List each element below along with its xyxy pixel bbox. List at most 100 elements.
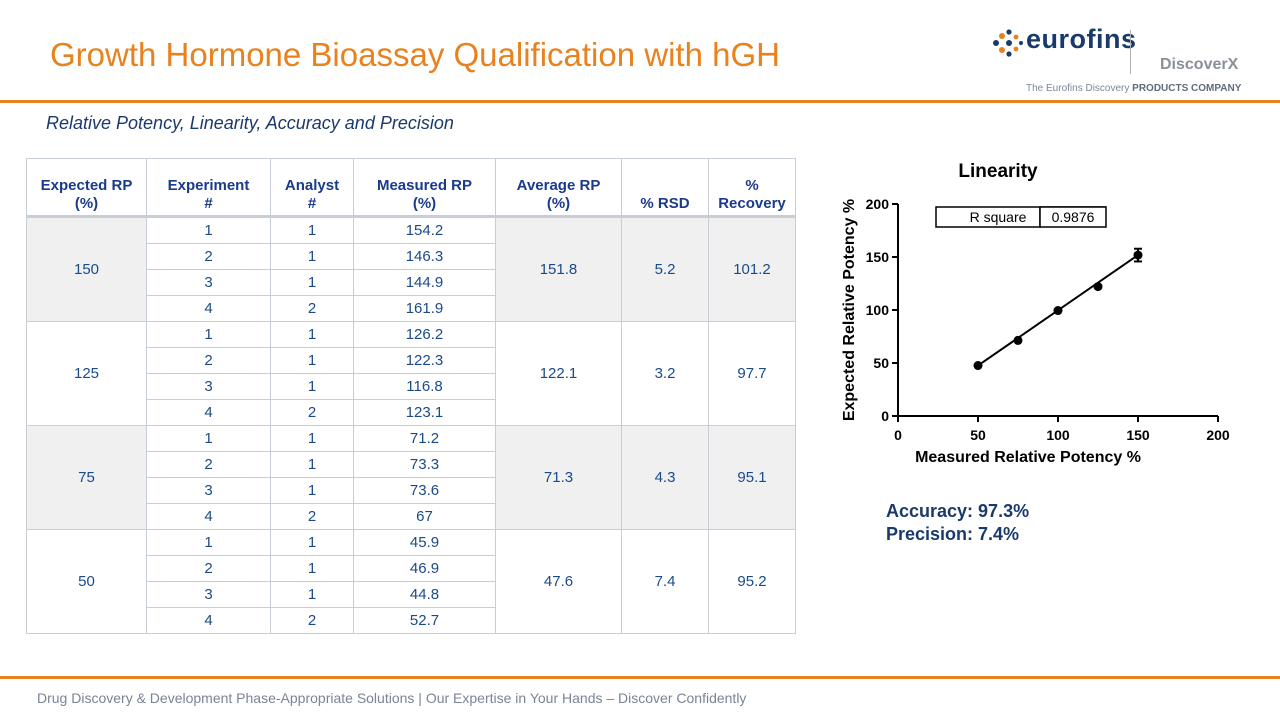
cell-recovery: 95.1 — [708, 425, 796, 530]
table-row: 50 1 1 45.9 47.6 7.4 95.2 — [26, 529, 796, 634]
header-average-rp: Average RP (%) — [495, 158, 622, 218]
cell-measured-rp: 154.2 — [353, 216, 496, 244]
header-analyst: Analyst # — [270, 158, 354, 218]
table-row: 150 1 1 154.2 151.8 5.2 101.2 — [26, 216, 796, 322]
cell-experiment: 2 — [146, 347, 271, 374]
cell-measured-rp: 73.6 — [353, 477, 496, 504]
cell-experiment: 2 — [146, 555, 271, 582]
x-tick-label: 150 — [1126, 427, 1150, 443]
cell-analyst: 1 — [270, 321, 354, 348]
cell-experiment: 1 — [146, 321, 271, 348]
cell-analyst: 2 — [270, 607, 354, 634]
stats-block: Accuracy: 97.3% Precision: 7.4% — [886, 500, 1029, 546]
chart-title: Linearity — [958, 161, 1038, 182]
cell-rsd: 5.2 — [621, 216, 709, 322]
cell-average-rp: 71.3 — [495, 425, 622, 530]
header-rule — [0, 100, 1280, 103]
linearity-chart: Linearity 0 50 100 150 200 0 50 100 150 200 Measure… — [841, 161, 1230, 466]
cell-experiment: 3 — [146, 373, 271, 400]
eurofins-dots-icon — [993, 29, 1023, 57]
cell-analyst: 1 — [270, 555, 354, 582]
header-expected-rp: Expected RP (%) — [26, 158, 147, 218]
page-title: Growth Hormone Bioassay Qualification wi… — [50, 36, 780, 73]
cell-average-rp: 151.8 — [495, 216, 622, 322]
cell-measured-rp: 45.9 — [353, 529, 496, 556]
cell-rsd: 4.3 — [621, 425, 709, 530]
cell-measured-rp: 71.2 — [353, 425, 496, 452]
precision-stat: Precision: 7.4% — [886, 524, 1020, 544]
cell-average-rp: 47.6 — [495, 529, 622, 634]
cell-experiment: 1 — [146, 425, 271, 452]
r-square-value-box — [1039, 206, 1107, 228]
table-row: 3 1 73.6 — [27, 477, 796, 504]
cell-measured-rp: 126.2 — [353, 321, 496, 348]
cell-experiment: 4 — [146, 503, 271, 530]
cell-measured-rp: 44.8 — [353, 581, 496, 608]
table-row: 3 1 116.8 — [27, 373, 796, 400]
cell-expected-rp: 75 — [26, 425, 147, 530]
accuracy-stat: Accuracy: 97.3% — [886, 501, 1030, 521]
header-recovery: % Recovery — [708, 158, 796, 218]
x-tick-label: 0 — [894, 427, 902, 443]
cell-measured-rp: 116.8 — [353, 373, 496, 400]
cell-analyst: 1 — [270, 347, 354, 374]
cell-analyst: 1 — [270, 529, 354, 556]
r-square-value: 0.9876 — [1052, 209, 1095, 225]
cell-analyst: 2 — [270, 503, 354, 530]
table-body: 150 1 1 154.2 151.8 5.2 101.2 2 1 146.3 3 1 144.9 4 2 1… — [26, 216, 796, 634]
y-tick-label: 150 — [866, 249, 890, 265]
y-axis-label: Expected Relative Potency % — [841, 199, 858, 421]
cell-experiment: 3 — [146, 581, 271, 608]
cell-experiment: 1 — [146, 216, 271, 244]
table-row: 3 1 44.8 — [27, 581, 796, 608]
y-tick-label: 100 — [866, 302, 890, 318]
cell-analyst: 1 — [270, 451, 354, 478]
cell-rsd: 3.2 — [621, 321, 709, 426]
table-row: 3 1 144.9 — [27, 269, 796, 296]
data-point — [1093, 282, 1103, 292]
cell-experiment: 4 — [146, 399, 271, 426]
potency-table: Expected RP (%) Experiment # Analyst # Meas… — [26, 158, 796, 634]
logo-tagline: The Eurofins Discovery PRODUCTS COMPANY — [1026, 83, 1242, 94]
cell-analyst: 2 — [270, 295, 354, 322]
eurofins-discoverx-logo: eurofins DiscoverX The Eurofins Discover… — [990, 22, 1242, 100]
table-header-row: Expected RP (%) Experiment # Analyst # Meas… — [26, 158, 796, 218]
eurofins-wordmark: eurofins — [1026, 24, 1137, 54]
cell-experiment: 1 — [146, 529, 271, 556]
cell-measured-rp: 46.9 — [353, 555, 496, 582]
cell-experiment: 4 — [146, 295, 271, 322]
logo-divider — [1130, 30, 1131, 74]
cell-measured-rp: 122.3 — [353, 347, 496, 374]
x-tick-label: 200 — [1206, 427, 1230, 443]
cell-measured-rp: 146.3 — [353, 243, 496, 270]
cell-experiment: 2 — [146, 243, 271, 270]
header-experiment: Experiment # — [146, 158, 271, 218]
cell-measured-rp: 67 — [353, 503, 496, 530]
cell-measured-rp: 123.1 — [353, 399, 496, 426]
cell-expected-rp: 125 — [26, 321, 147, 426]
cell-average-rp: 122.1 — [495, 321, 622, 426]
cell-experiment: 4 — [146, 607, 271, 634]
cell-analyst: 1 — [270, 581, 354, 608]
data-point — [1133, 250, 1143, 260]
cell-analyst: 1 — [270, 243, 354, 270]
cell-analyst: 1 — [270, 373, 354, 400]
x-tick-label: 100 — [1046, 427, 1070, 443]
cell-experiment: 3 — [146, 269, 271, 296]
table-row: 4 2 123.1 — [27, 399, 796, 426]
cell-recovery: 97.7 — [708, 321, 796, 426]
header-rsd: % RSD — [621, 158, 709, 218]
data-point — [1013, 335, 1023, 345]
cell-expected-rp: 150 — [26, 216, 147, 322]
r-square-label: R square — [970, 209, 1027, 225]
cell-analyst: 1 — [270, 425, 354, 452]
footer-rule — [0, 676, 1280, 679]
cell-measured-rp: 144.9 — [353, 269, 496, 296]
section-subtitle: Relative Potency, Linearity, Accuracy an… — [46, 113, 454, 133]
table-row: 75 1 1 71.2 71.3 4.3 95.1 — [26, 425, 796, 530]
cell-experiment: 2 — [146, 451, 271, 478]
cell-analyst: 1 — [270, 477, 354, 504]
footer-text: Drug Discovery & Development Phase-Appro… — [37, 690, 747, 706]
x-tick-label: 50 — [970, 427, 986, 443]
cell-measured-rp: 52.7 — [353, 607, 496, 634]
